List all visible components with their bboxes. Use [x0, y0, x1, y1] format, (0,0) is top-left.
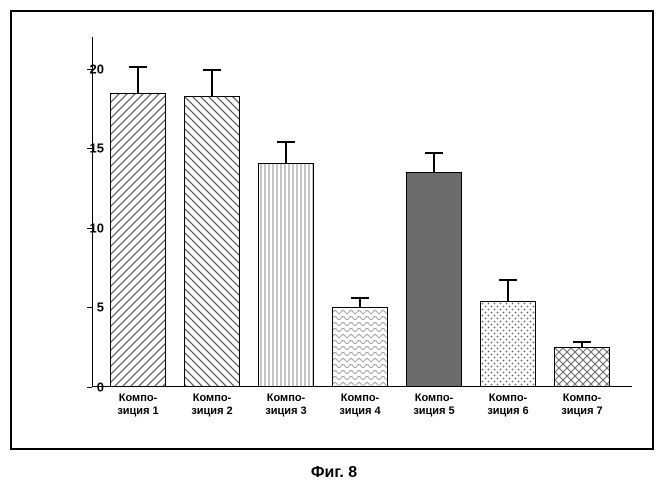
figure-caption: Фиг. 8	[10, 464, 658, 482]
xtick-label: Компо-зиция 4	[325, 392, 395, 417]
errorbar-cap	[573, 341, 591, 343]
xtick-line2: зиция 4	[339, 405, 380, 417]
xtick-line2: зиция 3	[265, 405, 306, 417]
xtick-label: Компо-зиция 6	[473, 392, 543, 417]
bar-group	[406, 37, 462, 387]
bar	[554, 347, 610, 387]
bar	[184, 96, 240, 387]
xtick-label: Компо-зиция 3	[251, 392, 321, 417]
xtick-line2: зиция 6	[487, 405, 528, 417]
errorbar-cap	[277, 141, 295, 143]
xtick-label: Компо-зиция 1	[103, 392, 173, 417]
xtick-label: Компо-зиция 5	[399, 392, 469, 417]
bar-fill	[481, 302, 535, 386]
errorbar-stem	[433, 153, 435, 172]
ytick-label: 20	[74, 61, 104, 76]
errorbar-cap	[203, 69, 221, 71]
bar-group	[184, 37, 240, 387]
bar	[480, 301, 536, 387]
bar	[110, 93, 166, 387]
ytick-label: 5	[74, 300, 104, 315]
ytick-label: 15	[74, 141, 104, 156]
xtick-line2: зиция 1	[117, 405, 158, 417]
xtick-line1: Компо-	[489, 392, 527, 404]
errorbar-cap	[425, 152, 443, 154]
errorbar-stem	[211, 70, 213, 95]
xtick-label: Компо-зиция 2	[177, 392, 247, 417]
xtick-line1: Компо-	[119, 392, 157, 404]
xtick-line2: зиция 7	[561, 405, 602, 417]
y-axis	[92, 37, 93, 387]
bar-fill	[333, 308, 387, 386]
bar	[332, 307, 388, 387]
bar-group	[332, 37, 388, 387]
xtick-label: Компо-зиция 7	[547, 392, 617, 417]
bar-fill	[185, 97, 239, 386]
xtick-line2: зиция 5	[413, 405, 454, 417]
plot-area: Компо-зиция 1Компо-зиция 2Компо-зиция 3К…	[92, 37, 632, 387]
errorbar-stem	[507, 280, 509, 301]
bar-fill	[111, 94, 165, 386]
bar-fill	[555, 348, 609, 386]
xtick-line1: Компо-	[415, 392, 453, 404]
bar-group	[110, 37, 166, 387]
xtick-line1: Компо-	[267, 392, 305, 404]
xtick-line1: Компо-	[193, 392, 231, 404]
errorbar-stem	[137, 67, 139, 92]
xtick-line1: Компо-	[341, 392, 379, 404]
ytick-label: 10	[74, 220, 104, 235]
bar	[258, 163, 314, 387]
xtick-line1: Компо-	[563, 392, 601, 404]
bar-fill	[259, 164, 313, 386]
xtick-line2: зиция 2	[191, 405, 232, 417]
errorbar-cap	[499, 279, 517, 281]
bar-group	[258, 37, 314, 387]
bar	[406, 172, 462, 387]
bar-group	[554, 37, 610, 387]
errorbar-cap	[351, 297, 369, 299]
ytick-label: 0	[74, 380, 104, 395]
bar-group	[480, 37, 536, 387]
errorbar-stem	[359, 298, 361, 308]
errorbar-stem	[285, 142, 287, 163]
chart-frame: Компо-зиция 1Компо-зиция 2Компо-зиция 3К…	[10, 10, 654, 450]
errorbar-cap	[129, 66, 147, 68]
